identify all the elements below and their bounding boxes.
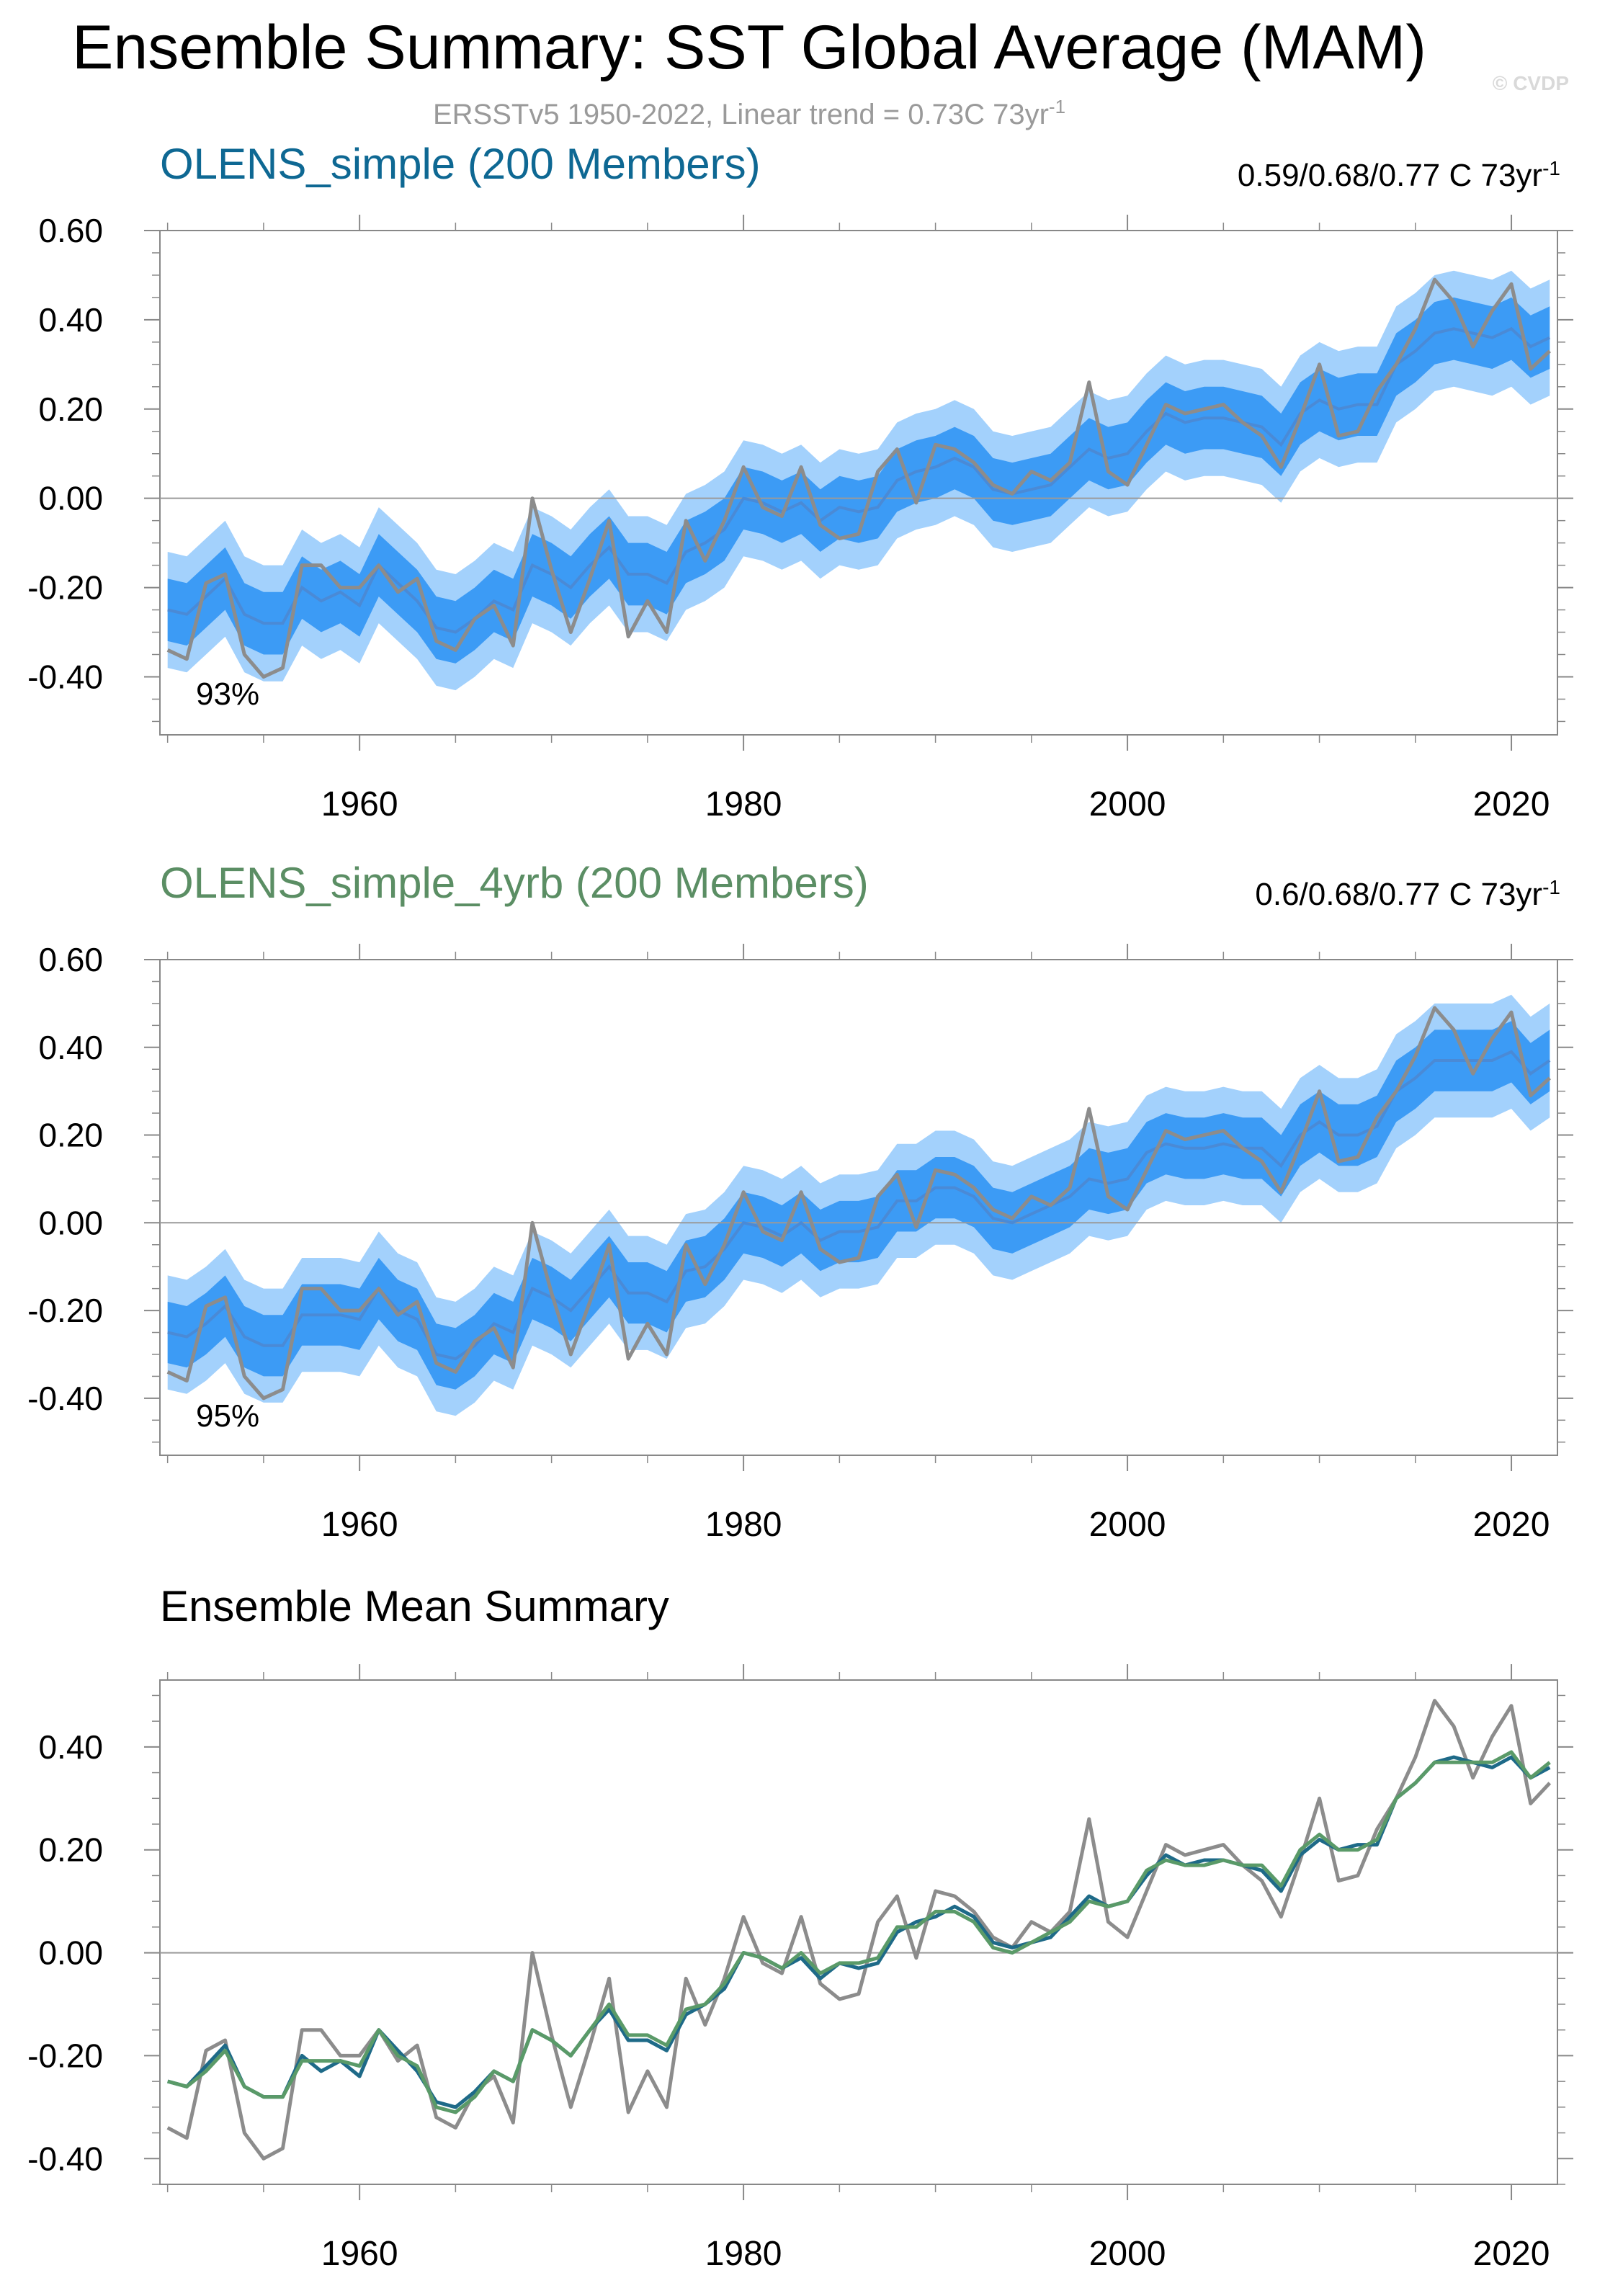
ensemble-mean-line	[167, 1050, 1551, 1361]
panel1-percent-label: 93%	[196, 676, 259, 712]
ensemble-band-inner	[167, 297, 1550, 664]
observed-line	[166, 1006, 1551, 1401]
cvdp-watermark: © CVDP	[1493, 72, 1569, 94]
panel-ensemble-mean-summary: Ensemble Mean Summary -0.40 -0.20 0.00 0.20…	[27, 1582, 1573, 2273]
panel2-frame	[159, 959, 1558, 1456]
series-line-olens-simple-4yrb	[167, 1750, 1551, 2114]
y-tick-label: 0.00	[38, 480, 103, 517]
y-tick-label: -0.40	[27, 1380, 103, 1417]
y-tick-label: 0.00	[38, 1204, 103, 1241]
y-tick-label: -0.40	[27, 658, 103, 695]
panel2-trend-text: 0.6/0.68/0.77 C 73yr-1	[1255, 876, 1560, 913]
y-tick-label: 0.40	[38, 301, 103, 339]
y-tick-label: 0.40	[38, 1728, 103, 1766]
x-tick-label: 1960	[321, 2235, 398, 2273]
x-tick-label: 1980	[705, 2235, 782, 2273]
figure-title: Ensemble Summary: SST Global Average (MA…	[72, 13, 1426, 82]
x-tick-label: 2020	[1473, 1506, 1550, 1544]
y-tick-label: 0.60	[38, 941, 103, 978]
y-tick-label: 0.00	[38, 1934, 103, 1972]
x-tick-label: 2020	[1473, 785, 1550, 823]
x-tick-label: 1980	[705, 1506, 782, 1544]
x-tick-label: 2000	[1089, 785, 1166, 823]
x-tick-label: 2000	[1089, 1506, 1166, 1544]
y-tick-label: 0.20	[38, 390, 103, 428]
y-tick-label: -0.20	[27, 569, 103, 607]
y-tick-label: 0.60	[38, 212, 103, 249]
observed-line	[166, 277, 1552, 679]
panel3-title: Ensemble Mean Summary	[160, 1582, 669, 1630]
x-tick-label: 2000	[1089, 2235, 1166, 2273]
x-tick-label: 1980	[705, 785, 782, 823]
x-tick-label: 1960	[321, 785, 398, 823]
panel2-title: OLENS_simple_4yrb (200 Members)	[160, 859, 869, 907]
y-tick-label: 0.20	[38, 1831, 103, 1869]
panel1-title: OLENS_simple (200 Members)	[160, 140, 761, 188]
panel1-frame	[159, 230, 1558, 736]
series-line-ersstv5	[166, 1699, 1552, 2161]
x-tick-label: 1960	[321, 1506, 398, 1544]
y-tick-label: -0.20	[27, 1292, 103, 1329]
y-tick-label: -0.40	[27, 2140, 103, 2177]
series-line-olens-simple	[167, 1755, 1551, 2109]
y-tick-label: 0.20	[38, 1117, 103, 1154]
y-tick-label: -0.20	[27, 2037, 103, 2074]
x-tick-label: 2020	[1473, 2235, 1550, 2273]
panel-olens-simple: OLENS_simple (200 Members) 0.59/0.68/0.7…	[27, 140, 1573, 823]
y-tick-label: 0.40	[38, 1029, 103, 1066]
figure-subtitle: ERSSTv5 1950-2022, Linear trend = 0.73C …	[433, 96, 1065, 130]
panel3-frame	[159, 1679, 1558, 2185]
ensemble-band-inner	[167, 1021, 1550, 1390]
panel1-trend-text: 0.59/0.68/0.77 C 73yr-1	[1238, 157, 1560, 194]
ensemble-mean-line	[167, 326, 1551, 634]
panel2-percent-label: 95%	[196, 1398, 259, 1434]
panel-olens-simple-4yrb: OLENS_simple_4yrb (200 Members) 0.6/0.68…	[27, 859, 1573, 1544]
